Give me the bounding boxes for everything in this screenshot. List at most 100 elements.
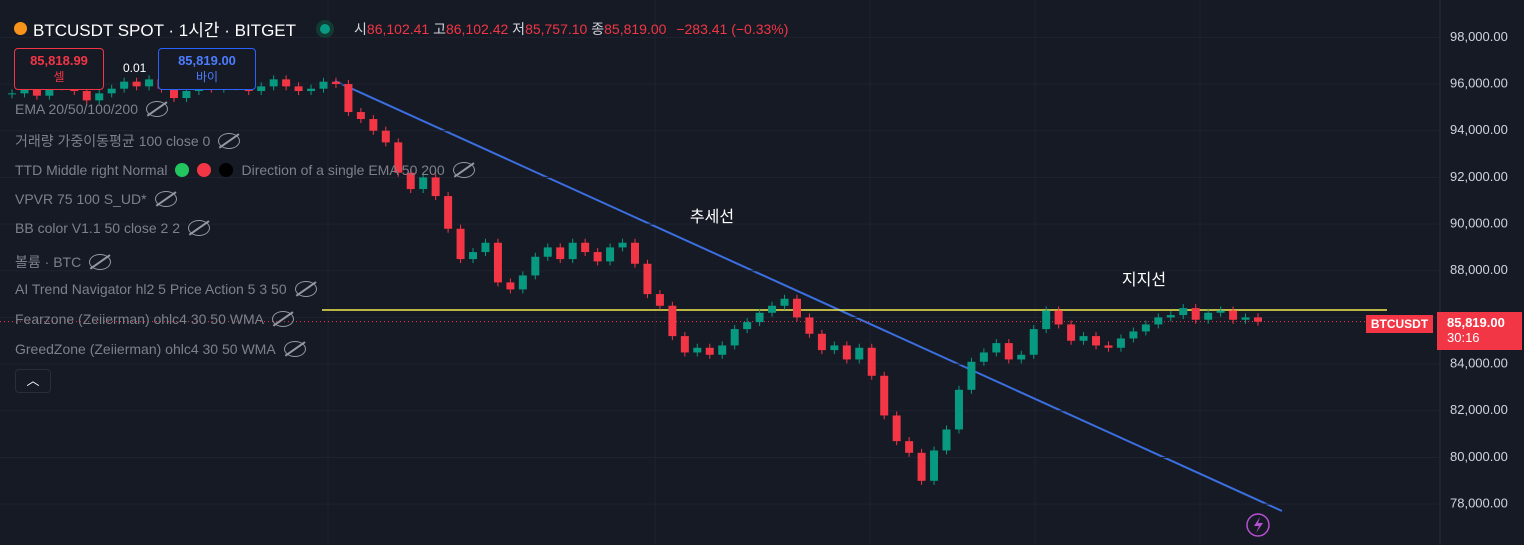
candle-body [20,88,29,94]
indicator-name: VPVR 75 100 S_UD* [15,191,147,207]
candle-body [1067,324,1076,341]
candle-body [1166,315,1175,318]
low: 85,757.10 [525,20,588,37]
candle-body [120,81,129,89]
candle-body [269,79,278,87]
candle-body [1254,317,1262,322]
high: 86,102.42 [445,20,509,37]
candle-body [556,247,565,260]
high-label: 고 [433,20,446,37]
candle-body [631,242,639,264]
candle-body [780,298,789,306]
indicator-row[interactable]: 볼륨 · BTC [15,252,112,272]
candle-body [967,361,976,390]
close: 85,819.00 [604,20,667,37]
indicator-row[interactable]: Fearzone (Zeiierman) ohlc4 30 50 WMA [15,311,294,327]
candles [8,75,1262,485]
candle-body [1092,336,1101,346]
y-tick-label: 94,000.00 [1450,122,1508,137]
indicator-name: GreedZone (Zeiierman) ohlc4 30 50 WMA [15,341,276,357]
candle-body [319,81,328,89]
visibility-icon[interactable] [89,254,112,270]
candle-body [1216,310,1225,313]
indicator-name: AI Trend Navigator hl2 5 Price Action 5 … [15,281,287,297]
candle-body [369,119,378,131]
candle-body [1017,354,1026,360]
candle-body [1191,308,1200,320]
indicator-row[interactable]: AI Trend Navigator hl2 5 Price Action 5 … [15,281,317,297]
indicator-row[interactable]: VPVR 75 100 S_UD* [15,191,177,207]
candle-body [680,336,689,353]
indicator-row[interactable]: 거래량 가중이동평균 100 close 0 [15,131,241,151]
candle-body [1241,317,1250,320]
support-label: 지지선 [1122,271,1166,289]
trend-line [334,80,1283,512]
candle-body [356,112,365,120]
buy-price: 85,819.00 [178,53,236,68]
visibility-icon[interactable] [218,133,241,149]
indicator-name: Fearzone (Zeiierman) ohlc4 30 50 WMA [15,311,264,327]
candle-body [830,345,839,351]
sell-button[interactable]: 85,818.99 셀 [14,48,104,90]
candle-body [892,415,901,442]
spread: 0.01 [123,61,147,75]
candle-body [568,242,577,260]
candle-body [1229,310,1238,320]
candle-body [1104,345,1113,348]
candle-body [481,242,490,253]
candle-body [954,389,963,430]
candle-body [493,242,502,283]
candle-body [406,172,415,190]
candle-body [506,282,515,290]
buy-button[interactable]: 85,819.00 바이 [158,48,256,90]
candle-body [1004,343,1013,360]
visibility-icon[interactable] [146,101,168,117]
countdown: 30:16 [1447,330,1480,345]
open: 86,102.41 [366,20,430,37]
candle-body [817,333,826,351]
candle-body [606,247,615,262]
indicator-row[interactable]: BB color V1.1 50 close 2 2 [15,220,210,236]
indicator-row[interactable]: TTD Middle right Normal Direction of a s… [15,162,475,178]
candle-body [1042,310,1051,330]
candle-body [543,247,552,257]
candle-body [755,312,764,323]
candle-body [1204,312,1213,320]
alert-icon[interactable] [1246,513,1270,537]
candle-body [618,242,627,248]
collapse-button[interactable]: ︿ [15,369,51,393]
candle-body [1054,310,1063,325]
candle-body [145,79,154,87]
visibility-icon[interactable] [452,162,475,178]
candle-body [930,450,939,481]
candle-body [917,452,926,481]
visibility-icon[interactable] [188,220,210,236]
candle-body [394,142,403,173]
visibility-icon[interactable] [154,191,177,207]
candle-body [768,305,777,313]
candle-body [1141,324,1150,332]
candle-body [456,228,465,260]
indicator-row[interactable]: GreedZone (Zeiierman) ohlc4 30 50 WMA [15,341,306,357]
candle-body [132,81,141,87]
candle-body [842,345,851,360]
visibility-icon[interactable] [272,311,294,327]
candle-body [905,441,914,453]
y-tick-label: 82,000.00 [1450,402,1508,417]
candle-body [1116,338,1125,348]
buy-label: 바이 [195,70,219,84]
indicator-name: BB color V1.1 50 close 2 2 [15,220,180,236]
indicator-name: EMA 20/50/100/200 [15,101,138,117]
indicator-name: TTD Middle right Normal [15,162,168,178]
visibility-icon[interactable] [283,341,306,357]
trend-label: 추세선 [690,208,734,226]
visibility-icon[interactable] [294,281,317,297]
candle-body [643,263,652,295]
candle-body [792,298,801,318]
indicator-row[interactable]: EMA 20/50/100/200 [15,101,168,117]
ohlc: 시86,102.41 고86,102.42 저85,757.10 종85,819… [354,19,788,39]
candle-body [95,93,104,101]
candle-body [942,429,951,451]
candle-body [331,81,340,85]
